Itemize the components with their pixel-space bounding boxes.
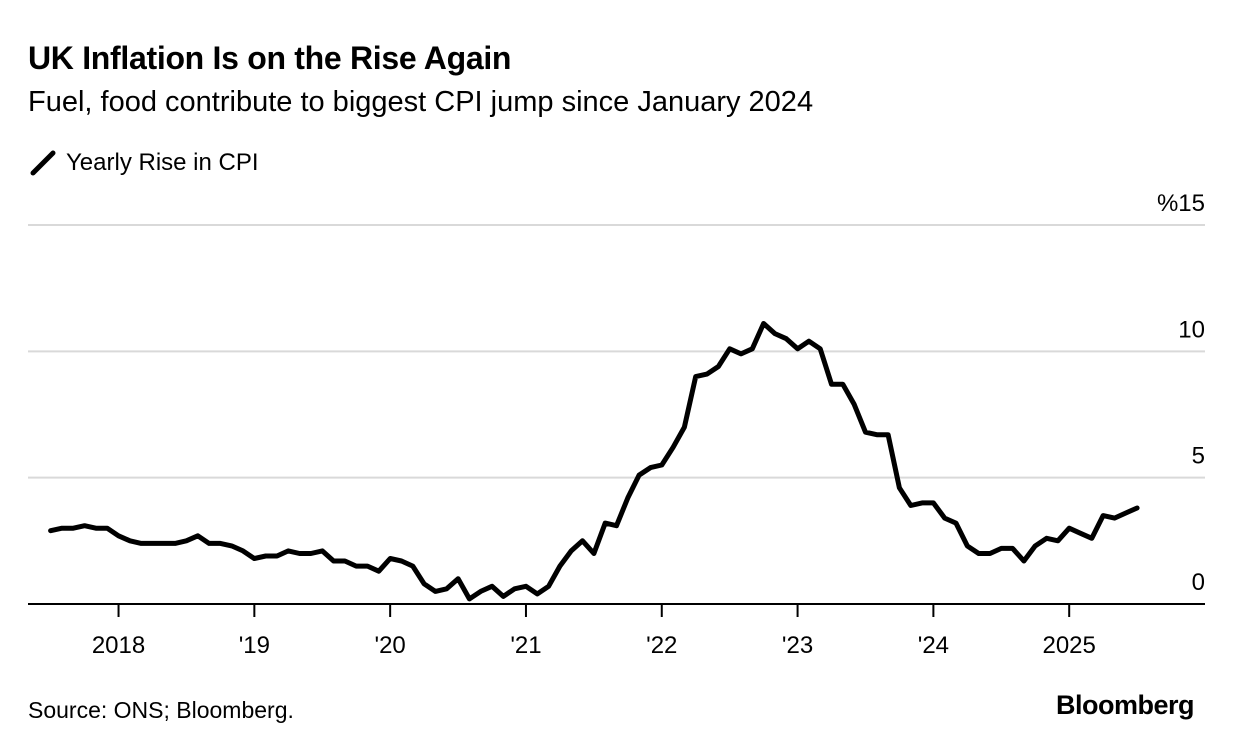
legend-label: Yearly Rise in CPI <box>66 149 259 176</box>
x-tick-label: '21 <box>510 632 541 659</box>
y-tick-label: 10 <box>1178 316 1205 343</box>
y-tick-label: %15 <box>1157 190 1205 217</box>
x-tick-labels: 2018 '19 '20 '21 '22 '23 '24 2025 <box>92 632 1096 659</box>
grid-lines <box>28 224 1205 479</box>
y-tick-labels: %15 10 5 0 <box>1157 190 1205 596</box>
x-tick-label: '22 <box>646 632 677 659</box>
x-axis <box>28 603 1205 617</box>
y-tick-label: 0 <box>1192 569 1205 596</box>
chart-title: UK Inflation Is on the Rise Again <box>28 40 512 76</box>
x-tick-label: '24 <box>918 632 949 659</box>
x-tick-label: '19 <box>239 632 270 659</box>
x-tick-label: '20 <box>375 632 406 659</box>
x-tick-label: 2025 <box>1042 632 1095 659</box>
legend: Yearly Rise in CPI <box>28 148 259 178</box>
x-tick-label: '23 <box>782 632 813 659</box>
chart-subtitle: Fuel, food contribute to biggest CPI jum… <box>28 86 814 118</box>
series-layer <box>48 321 1140 602</box>
legend-line-icon <box>30 150 56 176</box>
cpi-series-line <box>48 321 1140 602</box>
x-tick-label: 2018 <box>92 632 145 659</box>
bloomberg-logo: Bloomberg <box>1055 690 1195 720</box>
source-note: Source: ONS; Bloomberg. <box>28 697 294 723</box>
y-tick-label: 5 <box>1192 443 1205 470</box>
